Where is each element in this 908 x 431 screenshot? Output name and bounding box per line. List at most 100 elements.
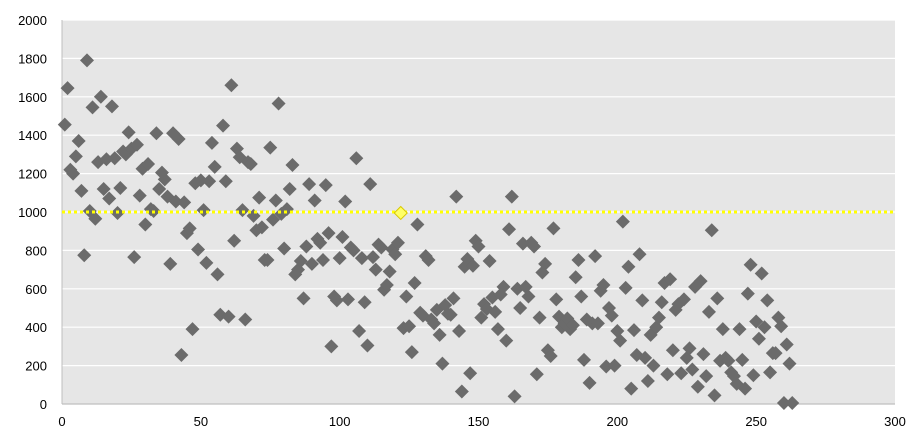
data-point [504,189,519,204]
data-point [604,308,619,323]
data-point [465,258,480,273]
data-point [732,322,747,337]
x-axis-tick-labels: 0 50 100 150 200 250 300 [58,414,905,429]
y-tick-label: 1800 [18,51,47,66]
data-point [88,211,103,226]
data-point [513,301,528,315]
data-point [774,319,789,334]
highlight-point [393,205,408,221]
data-point [757,320,772,335]
data-point [141,157,156,171]
y-tick-label: 1000 [18,205,47,220]
data-point [277,241,292,256]
data-point [463,366,478,381]
data-point [607,358,622,373]
x-tick-label: 250 [745,414,767,429]
data-point [449,189,464,204]
data-point [776,396,791,411]
data-point [363,177,378,192]
data-point [349,151,364,166]
data-point [227,233,242,248]
data-point [471,239,486,254]
data-point [99,152,114,167]
data-point [646,358,661,373]
data-point [407,276,422,291]
data-point [382,264,397,279]
data-point [379,277,394,292]
data-point [360,338,375,353]
data-point [304,256,319,271]
data-point [663,272,678,287]
data-point [701,304,716,319]
data-point [207,159,222,174]
data-point [427,316,442,331]
data-point [779,337,794,352]
y-tick-label: 800 [25,243,47,258]
data-point [346,243,361,258]
data-point [66,166,81,181]
data-point [499,333,514,348]
data-point [335,229,350,244]
data-point [252,190,267,205]
data-point [615,214,630,229]
data-point [527,239,542,254]
data-point [182,221,197,236]
data-point [318,178,333,193]
data-point [357,295,372,310]
data-point [482,253,497,268]
data-point [754,266,769,281]
data-point [443,307,458,322]
data-point [235,203,250,218]
data-point [721,353,736,368]
x-tick-label: 0 [58,414,65,429]
x-tick-label: 300 [884,414,906,429]
data-point [93,89,108,104]
data-point [699,369,714,384]
data-point [57,117,72,132]
data-point [785,396,800,411]
data-point [354,251,369,266]
data-point [674,366,689,381]
data-point [454,384,469,399]
data-point [751,331,766,346]
data-point [738,381,753,396]
data-point [221,309,236,324]
data-point [113,181,128,195]
data-point [399,289,414,304]
data-point [202,174,217,189]
y-tick-label: 1200 [18,167,47,182]
data-point [613,333,628,348]
data-point [185,322,200,337]
data-point [632,247,647,262]
data-point [502,222,517,237]
y-tick-label: 0 [40,397,47,412]
data-point [68,149,83,164]
y-tick-label: 400 [25,320,47,335]
data-point [204,135,219,150]
data-point [210,267,225,282]
data-point [782,356,797,371]
data-point [621,259,636,274]
data-points [57,53,800,411]
data-point [654,295,669,310]
data-point [168,194,183,209]
data-point [96,181,111,196]
data-point [638,350,653,365]
data-point [596,277,611,292]
data-point [693,274,708,289]
data-point [374,240,389,255]
data-point [577,352,592,367]
data-point [390,235,405,250]
data-point [266,212,281,227]
data-point [254,220,269,235]
data-point [321,226,336,241]
data-point [432,327,447,342]
data-point [282,181,297,196]
data-point [238,312,253,327]
data-point [71,133,86,148]
data-point [121,125,136,140]
data-point [260,253,275,267]
data-point [640,373,655,388]
data-point [271,96,286,111]
